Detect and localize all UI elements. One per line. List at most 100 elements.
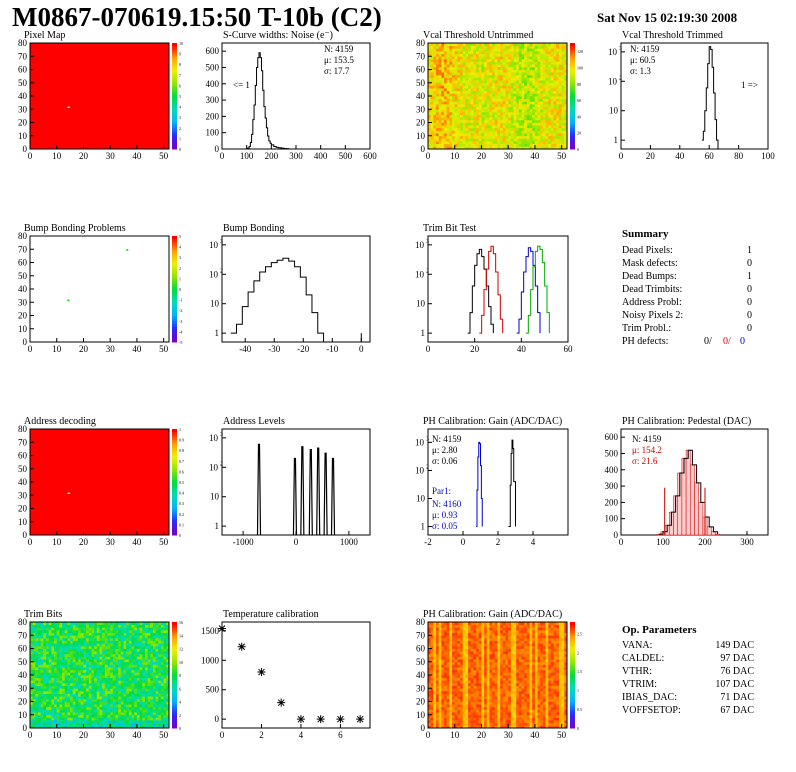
heatmap-cell (558, 122, 563, 126)
heatmap-cell (521, 61, 525, 65)
heatmap-cell (489, 82, 493, 86)
address_decoding-colorbar-cell (172, 471, 177, 475)
heatmap-cell (460, 45, 464, 49)
heatmap-cell (454, 146, 458, 150)
heatmap-cell (59, 677, 63, 681)
heatmap-cell (508, 117, 512, 121)
heatmap-cell (86, 709, 90, 713)
heatmap-cell (46, 656, 50, 660)
heatmap-cell (561, 85, 565, 89)
heatmap-cell (70, 722, 74, 726)
heatmap-cell (430, 135, 434, 139)
heatmap-cell (473, 141, 477, 145)
heatmap-cell (112, 651, 116, 655)
heatmap-cell (500, 43, 504, 47)
bump_problems-ytick-label: 30 (18, 297, 28, 307)
heatmap-cell (46, 714, 50, 718)
heatmap-cell (441, 127, 445, 131)
heatmap-cell (561, 125, 565, 129)
heatmap-cell (38, 688, 42, 692)
heatmap-cell (550, 98, 555, 102)
heatmap-cell (558, 133, 563, 137)
heatmap-cell (545, 98, 549, 102)
heatmap-cell (56, 696, 60, 700)
heatmap-cell (131, 627, 135, 631)
heatmap-cell (86, 712, 90, 716)
trim_bits-xtick-label: 10 (52, 730, 62, 740)
heatmap-cell (428, 103, 432, 107)
heatmap-cell (521, 93, 525, 97)
heatmap-cell (147, 669, 151, 673)
heatmap-cell (430, 714, 434, 718)
vcal_untrimmed-ytick-label: 70 (416, 51, 426, 61)
heatmap-cell (524, 117, 528, 121)
heatmap-cell (150, 627, 154, 631)
heatmap-cell (444, 101, 448, 105)
heatmap-cell (516, 133, 520, 137)
heatmap-cell (428, 141, 432, 145)
heatmap-cell (32, 706, 36, 710)
heatmap-cell (136, 643, 140, 647)
heatmap-cell (484, 66, 488, 70)
heatmap-cell (40, 653, 44, 657)
heatmap-cell (441, 77, 445, 81)
bump_problems-colorbar-cell (172, 262, 177, 266)
heatmap-cell (441, 627, 445, 631)
heatmap-cell (449, 119, 453, 123)
heatmap-cell (545, 88, 549, 92)
heatmap-cell (470, 143, 474, 147)
heatmap-cell (99, 712, 103, 716)
heatmap-cell (46, 677, 50, 681)
heatmap-cell (516, 77, 520, 81)
heatmap-cell (166, 667, 170, 671)
heatmap-cell (83, 709, 87, 713)
heatmap-cell (558, 85, 563, 89)
heatmap-cell (449, 698, 453, 702)
heatmap-cell (99, 693, 103, 697)
panel-title-temperature: Temperature calibration (223, 609, 319, 620)
heatmap-cell (465, 66, 469, 70)
heatmap-cell (550, 133, 555, 137)
heatmap-cell (59, 690, 63, 694)
heatmap-cell (508, 96, 512, 100)
heatmap-cell (80, 635, 84, 639)
heatmap-cell (51, 640, 55, 644)
heatmap-cell (30, 688, 34, 692)
heatmap-cell (104, 635, 108, 639)
heatmap-cell (428, 119, 432, 123)
heatmap-cell (78, 690, 82, 694)
heatmap-cell (136, 640, 140, 644)
heatmap-cell (558, 119, 563, 123)
heatmap-cell (75, 688, 79, 692)
heatmap-cell (497, 53, 501, 57)
heatmap-cell (75, 717, 79, 721)
heatmap-cell (444, 117, 448, 121)
heatmap-cell (465, 77, 469, 81)
heatmap-cell (441, 72, 445, 76)
heatmap-cell (48, 637, 52, 641)
heatmap-cell (449, 109, 453, 113)
heatmap-cell (70, 637, 74, 641)
heatmap-cell (545, 82, 549, 86)
heatmap-cell (526, 85, 530, 89)
heatmap-cell (500, 45, 504, 49)
trim_bits-colorbar-label: 14 (179, 633, 183, 638)
heatmap-cell (94, 714, 98, 718)
heatmap-cell (446, 645, 450, 649)
address_decoding-xtick-label: 20 (79, 537, 89, 547)
heatmap-cell (131, 659, 135, 663)
heatmap-cell (478, 53, 482, 57)
bump_problems-colorbar-cell (172, 318, 177, 322)
heatmap-cell (112, 664, 116, 668)
heatmap-cell (449, 88, 453, 92)
heatmap-cell (433, 704, 437, 708)
heatmap-cell (462, 53, 466, 57)
heatmap-cell (468, 58, 472, 62)
heatmap-cell (444, 50, 448, 54)
heatmap-cell (75, 656, 79, 660)
heatmap-cell (126, 682, 130, 686)
heatmap-cell (104, 624, 108, 628)
heatmap-cell (123, 685, 127, 689)
heatmap-cell (35, 624, 39, 628)
heatmap-cell (452, 93, 456, 97)
